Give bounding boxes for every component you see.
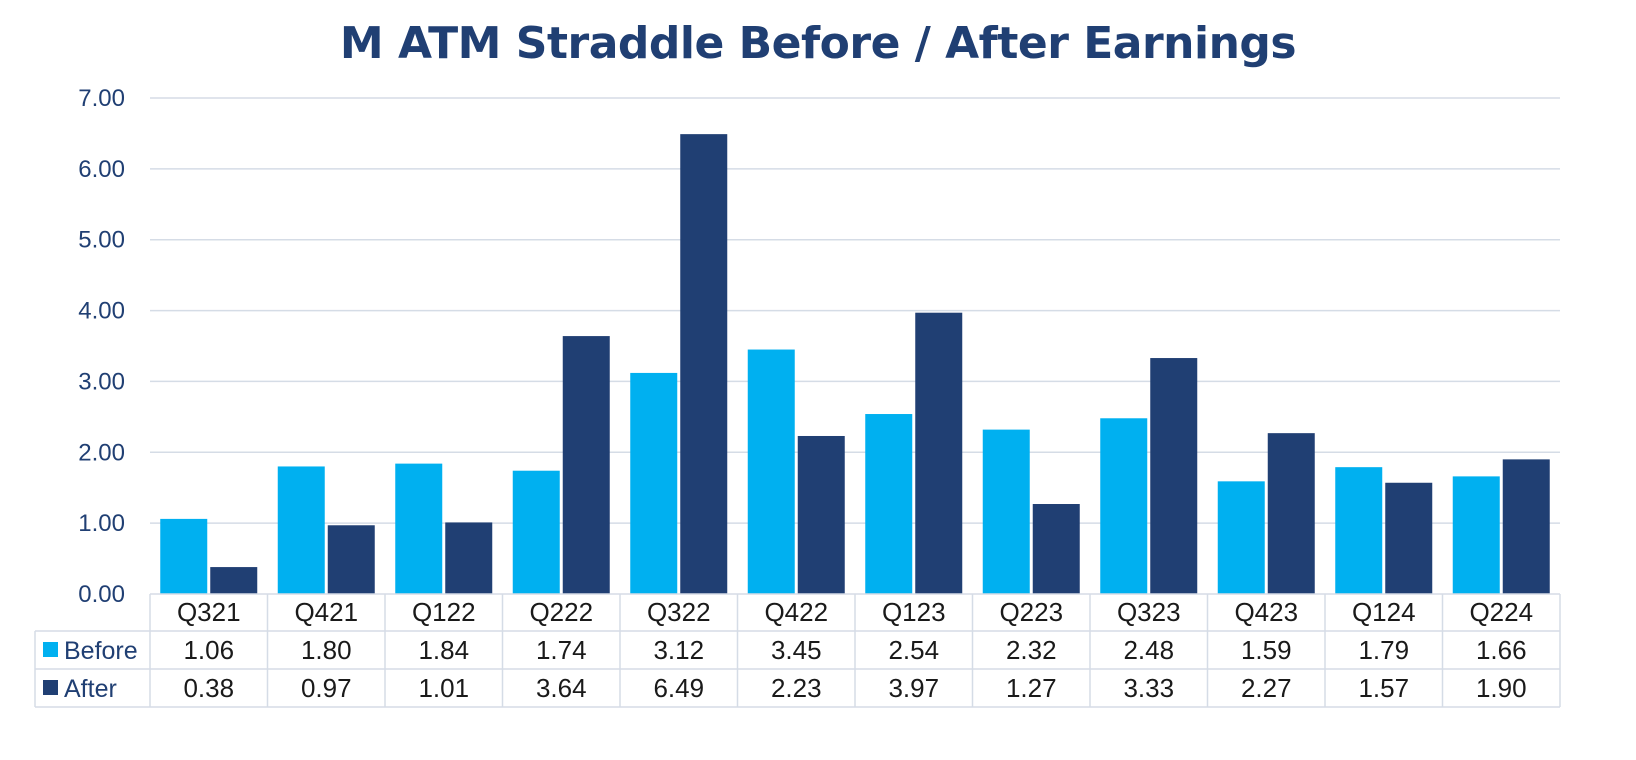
y-tick-label: 2.00 <box>78 439 125 466</box>
category-label: Q224 <box>1469 597 1533 627</box>
data-label-before: 1.84 <box>418 635 469 665</box>
y-tick-label: 5.00 <box>78 227 125 254</box>
bar-after <box>1150 358 1198 594</box>
bar-before <box>1335 467 1383 594</box>
bar-before <box>865 414 913 594</box>
legend-label-before: Before <box>64 637 138 665</box>
category-label: Q422 <box>764 597 828 627</box>
bar-before <box>395 463 443 594</box>
category-label: Q122 <box>412 597 476 627</box>
data-label-after: 0.97 <box>301 673 352 703</box>
bar-after <box>327 525 375 594</box>
data-label-before: 3.12 <box>653 635 704 665</box>
chart-title: M ATM Straddle Before / After Earnings <box>339 18 1297 69</box>
data-label-after: 2.27 <box>1241 673 1292 703</box>
data-label-before: 1.80 <box>301 635 352 665</box>
category-label: Q223 <box>999 597 1063 627</box>
category-label: Q421 <box>294 597 358 627</box>
legend-label-after: After <box>64 675 117 703</box>
data-label-after: 6.49 <box>653 673 704 703</box>
data-label-after: 1.01 <box>418 673 469 703</box>
legend-swatch-after <box>43 680 58 695</box>
bar-after <box>1502 459 1550 594</box>
bar-before <box>630 372 678 594</box>
data-label-before: 1.79 <box>1358 635 1409 665</box>
data-label-before: 1.74 <box>536 635 587 665</box>
y-tick-label: 0.00 <box>78 581 125 608</box>
category-label: Q124 <box>1352 597 1416 627</box>
data-label-after: 1.90 <box>1476 673 1527 703</box>
data-label-before: 2.32 <box>1006 635 1057 665</box>
data-label-before: 1.06 <box>183 635 234 665</box>
data-label-after: 3.33 <box>1123 673 1174 703</box>
bar-after <box>210 567 258 594</box>
category-label: Q423 <box>1234 597 1298 627</box>
bar-before <box>512 470 560 594</box>
y-tick-label: 4.00 <box>78 298 125 325</box>
category-label: Q323 <box>1117 597 1181 627</box>
data-label-after: 3.64 <box>536 673 587 703</box>
y-axis-ticks: 0.00 1.00 2.00 3.00 4.00 5.00 6.00 7.00 <box>78 85 125 608</box>
category-label: Q123 <box>882 597 946 627</box>
gridlines <box>150 97 1560 524</box>
bar-after <box>1032 504 1080 594</box>
bars <box>160 134 1550 594</box>
bar-before <box>747 349 795 594</box>
bar-before <box>982 429 1030 594</box>
bar-after <box>445 522 493 594</box>
data-label-after: 0.38 <box>183 673 234 703</box>
bar-after <box>562 336 610 594</box>
data-table: Q321 Q421 Q122 Q222 Q322 Q422 Q123 Q223 Q323 Q423… <box>34 593 1561 708</box>
category-label: Q321 <box>177 597 241 627</box>
data-label-before: 1.66 <box>1476 635 1527 665</box>
bar-before <box>160 518 208 594</box>
data-label-before: 3.45 <box>771 635 822 665</box>
category-label: Q322 <box>647 597 711 627</box>
y-tick-label: 1.00 <box>78 510 125 537</box>
y-tick-label: 7.00 <box>78 85 125 112</box>
data-label-after: 3.97 <box>888 673 939 703</box>
data-label-before: 1.59 <box>1241 635 1292 665</box>
bar-after <box>1267 433 1315 594</box>
bar-before <box>1100 418 1148 594</box>
data-label-after: 2.23 <box>771 673 822 703</box>
data-label-before: 2.48 <box>1123 635 1174 665</box>
bar-after <box>797 435 845 594</box>
bar-before <box>277 466 325 594</box>
bar-before <box>1452 476 1500 594</box>
data-label-after: 1.57 <box>1358 673 1409 703</box>
legend-swatch-before <box>43 642 58 657</box>
y-tick-label: 3.00 <box>78 368 125 395</box>
data-label-before: 2.54 <box>888 635 939 665</box>
data-label-after: 1.27 <box>1006 673 1057 703</box>
category-label: Q222 <box>529 597 593 627</box>
bar-after <box>915 312 963 594</box>
bar-before <box>1217 481 1265 594</box>
bar-after <box>680 134 728 594</box>
bar-after <box>1385 482 1433 594</box>
y-tick-label: 6.00 <box>78 156 125 183</box>
